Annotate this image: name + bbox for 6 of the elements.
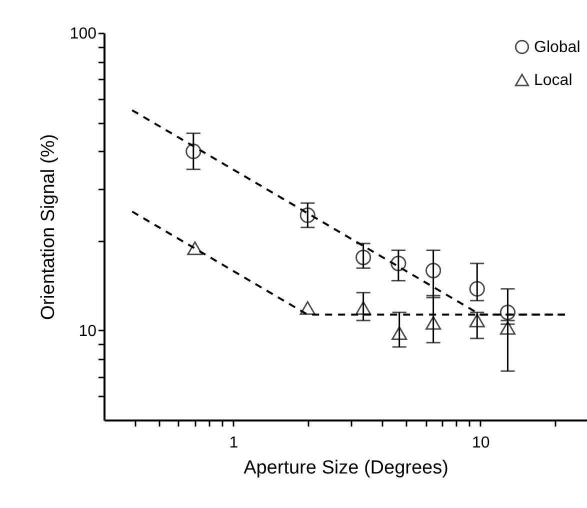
legend-label: Global bbox=[534, 39, 580, 56]
y-tick-label: 100 bbox=[70, 26, 97, 42]
x-tick-label: 1 bbox=[229, 434, 238, 452]
x-axis-title: Aperture Size (Degrees) bbox=[244, 458, 448, 478]
y-axis-title: Orientation Signal (%) bbox=[38, 134, 59, 320]
legend-label: Local bbox=[534, 72, 572, 89]
